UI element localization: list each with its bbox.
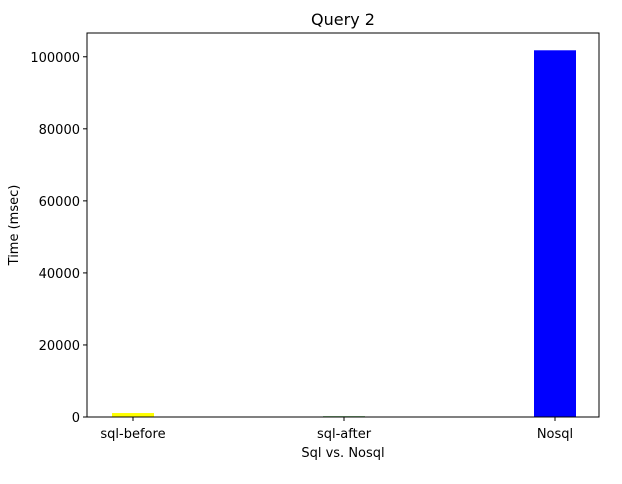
bar-nosql bbox=[534, 50, 576, 418]
bars-group bbox=[112, 50, 576, 418]
plot-frame bbox=[86, 32, 600, 418]
x-tick-label: sql-after bbox=[317, 427, 372, 442]
x-tick-label: sql-before bbox=[100, 427, 165, 442]
chart-title: Query 2 bbox=[311, 10, 375, 29]
y-tick-label: 20000 bbox=[39, 339, 80, 354]
y-axis-ticks: 0 20000 40000 60000 80000 100000 bbox=[30, 51, 87, 426]
y-tick-label: 40000 bbox=[39, 267, 80, 282]
y-tick-label: 100000 bbox=[30, 51, 80, 66]
y-tick-label: 80000 bbox=[39, 123, 80, 138]
y-tick-label: 0 bbox=[72, 411, 80, 426]
x-tick-label: Nosql bbox=[537, 427, 573, 442]
y-axis-label: Time (msec) bbox=[7, 185, 22, 267]
x-axis-ticks: sql-before sql-after Nosql bbox=[100, 417, 573, 442]
y-tick-label: 60000 bbox=[39, 195, 80, 210]
x-axis-label: Sql vs. Nosql bbox=[301, 446, 384, 461]
bar-sql-before bbox=[112, 413, 154, 417]
